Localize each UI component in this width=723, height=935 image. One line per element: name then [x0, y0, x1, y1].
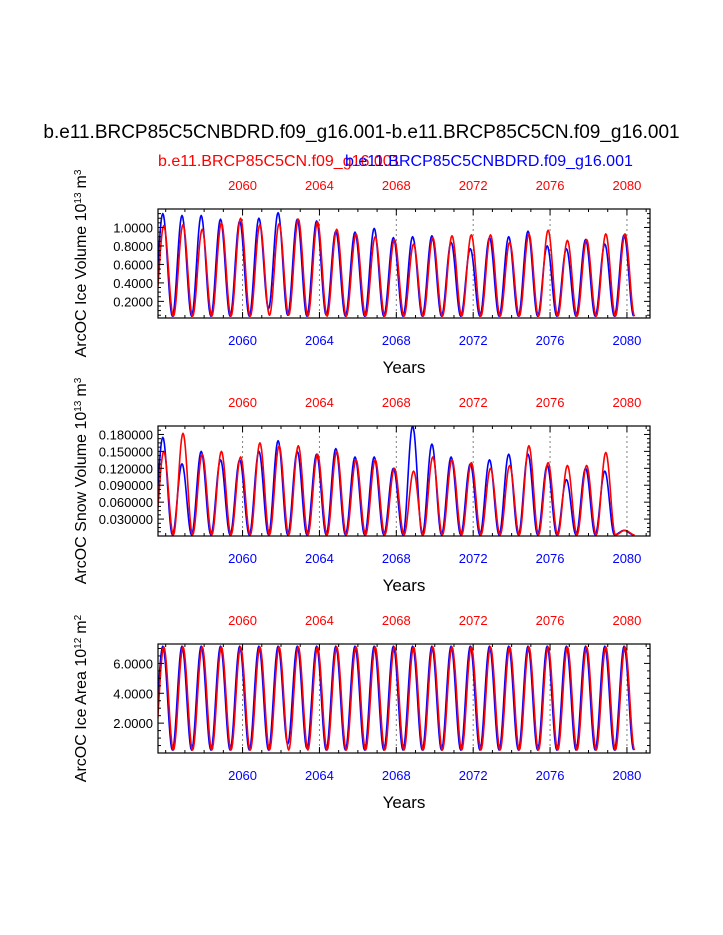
xtick-label-top: 2064	[305, 178, 334, 193]
xtick-label-bottom: 2076	[536, 333, 565, 348]
ytick-label: 0.4000	[113, 276, 153, 291]
xtick-label-top: 2068	[382, 613, 411, 628]
legend-label-blue: b.e11.BRCP85C5CNBDRD.f09_g16.001	[345, 153, 633, 170]
series-line-blue	[158, 426, 634, 536]
xtick-label-top: 2060	[228, 178, 257, 193]
xtick-label-top: 2080	[612, 613, 641, 628]
y-axis-label: ArcOC Ice Area 1012m2	[73, 614, 91, 782]
xtick-label-top: 2072	[459, 178, 488, 193]
y-axis-label: ArcOC Ice Volume 1013m3	[73, 169, 91, 357]
xtick-label-bottom: 2080	[612, 768, 641, 783]
x-axis-label: Years	[383, 576, 426, 595]
xtick-label-bottom: 2068	[382, 333, 411, 348]
xtick-label-top: 2076	[536, 613, 565, 628]
ytick-label: 6.0000	[113, 656, 153, 671]
ytick-label: 0.8000	[113, 239, 153, 254]
chart-snow-volume: 0.030000 0.060000 0.090000 0.120000 0.150000…	[73, 377, 651, 595]
xtick-label-top: 2064	[305, 613, 334, 628]
plot-frame	[157, 643, 651, 754]
x-axis-label: Years	[383, 358, 426, 377]
xtick-label-top: 2080	[612, 395, 641, 410]
ytick-label: 0.150000	[99, 444, 153, 459]
xtick-label-top: 2072	[459, 613, 488, 628]
xtick-label-bottom: 2060	[228, 333, 257, 348]
xtick-label-bottom: 2064	[305, 768, 334, 783]
xtick-label-bottom: 2072	[459, 333, 488, 348]
xtick-label-top: 2060	[228, 613, 257, 628]
xtick-label-top: 2076	[536, 395, 565, 410]
x-axis-label: Years	[383, 793, 426, 812]
xtick-label-bottom: 2076	[536, 768, 565, 783]
chart-ice-area: 2.0000 4.0000 6.0000 2060 2060 2064 2064 2068 20…	[73, 613, 651, 812]
ytick-label: 0.2000	[113, 294, 153, 309]
series-line-blue	[158, 211, 635, 318]
xtick-label-bottom: 2064	[305, 333, 334, 348]
xtick-label-top: 2068	[382, 178, 411, 193]
series-line-red	[158, 432, 635, 536]
xtick-label-top: 2068	[382, 395, 411, 410]
xtick-label-bottom: 2060	[228, 768, 257, 783]
xtick-label-top: 2064	[305, 395, 334, 410]
figure-title: b.e11.BRCP85C5CNBDRD.f09_g16.001-b.e11.B…	[43, 122, 680, 143]
xtick-label-top: 2060	[228, 395, 257, 410]
plot-frame	[157, 208, 651, 319]
ytick-label: 1.0000	[113, 220, 153, 235]
xtick-label-bottom: 2080	[612, 333, 641, 348]
xtick-label-bottom: 2072	[459, 551, 488, 566]
ytick-label: 0.120000	[99, 461, 153, 476]
chart-ice-volume: 0.2000 0.4000 0.6000 0.8000 1.0000 2060 2060 20…	[73, 169, 651, 377]
series-line-blue	[158, 645, 635, 751]
xtick-label-bottom: 2072	[459, 768, 488, 783]
xtick-label-top: 2072	[459, 395, 488, 410]
plot-frame	[157, 425, 651, 537]
xtick-label-top: 2076	[536, 178, 565, 193]
xtick-label-bottom: 2080	[612, 551, 641, 566]
series-line-red	[158, 646, 636, 751]
ytick-label: 0.180000	[99, 427, 153, 442]
ytick-label: 0.030000	[99, 512, 153, 527]
legend-label-red: b.e11.BRCP85C5CN.f09_g16.001	[158, 153, 401, 170]
ytick-label: 2.0000	[113, 716, 153, 731]
y-axis-label: ArcOC Snow Volume 1013m3	[73, 377, 91, 584]
ytick-label: 0.060000	[99, 495, 153, 510]
xtick-label-bottom: 2060	[228, 551, 257, 566]
xtick-label-bottom: 2064	[305, 551, 334, 566]
xtick-label-bottom: 2076	[536, 551, 565, 566]
xtick-label-bottom: 2068	[382, 768, 411, 783]
ytick-label: 4.0000	[113, 686, 153, 701]
xtick-label-bottom: 2068	[382, 551, 411, 566]
ytick-label: 0.6000	[113, 257, 153, 272]
ytick-label: 0.090000	[99, 478, 153, 493]
series-line-red	[158, 217, 636, 318]
xtick-label-top: 2080	[612, 178, 641, 193]
